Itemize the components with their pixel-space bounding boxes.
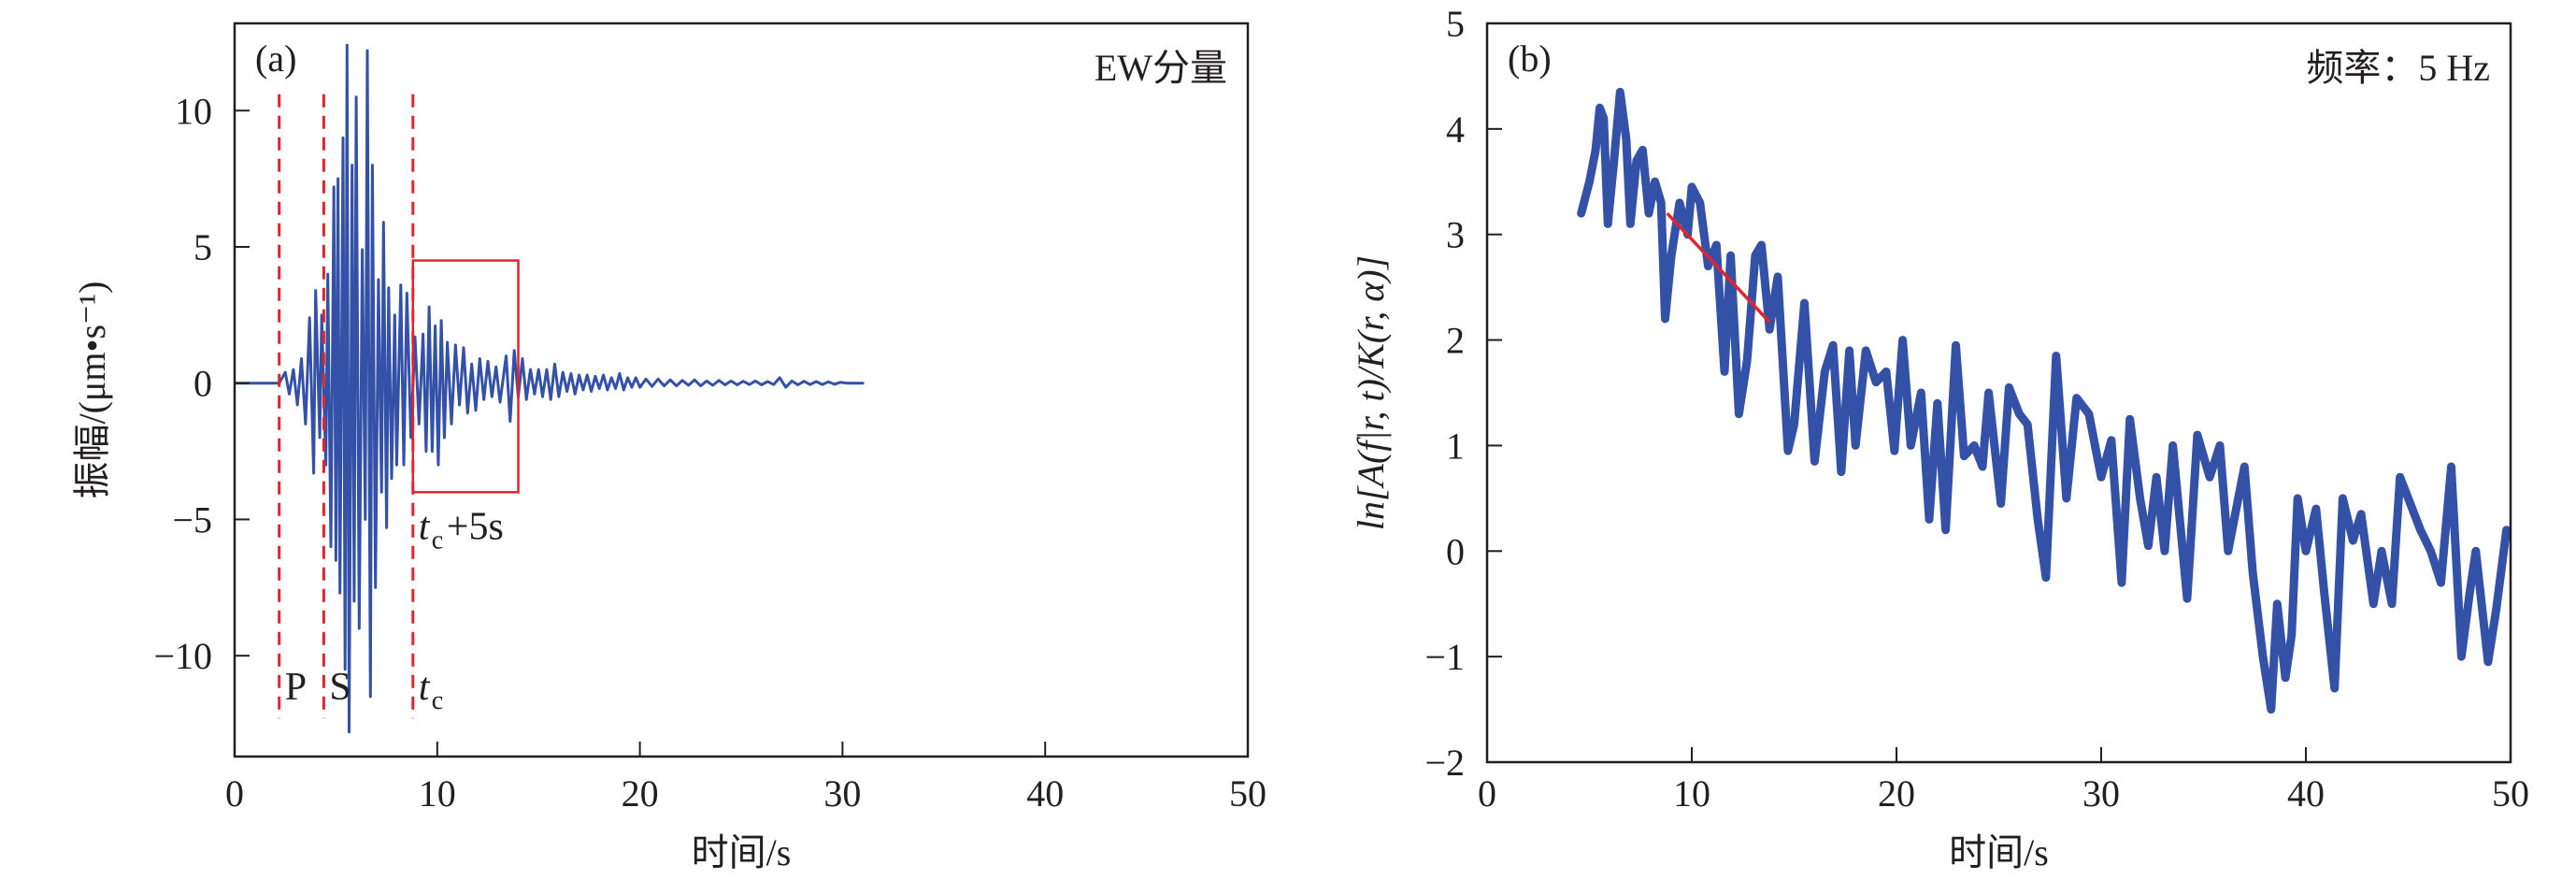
y-tick-label: 3 (1446, 214, 1465, 256)
phase-marker-subscript: c (432, 686, 443, 715)
x-tick-label: 50 (2492, 772, 2529, 815)
fit-line (1666, 211, 1771, 324)
phase-marker-label: S (329, 666, 351, 709)
x-tick-label: 10 (1673, 772, 1710, 815)
phase-marker-label: t (419, 666, 431, 709)
x-tick-label: 0 (1478, 772, 1496, 815)
x-tick-label: 30 (2082, 772, 2120, 815)
window-label-t: t (419, 505, 431, 548)
x-tick-label: 50 (1229, 772, 1267, 815)
y-tick-label: 5 (193, 226, 212, 268)
axes-frame (1485, 22, 2512, 764)
x-tick-label: 40 (2287, 772, 2325, 815)
y-tick-label: −5 (172, 498, 212, 541)
panel-label: (b) (1508, 37, 1552, 79)
window-box (411, 259, 520, 494)
y-tick-label: 0 (193, 363, 212, 405)
phase-marker-label: P (285, 666, 307, 709)
x-tick-label: 20 (1878, 772, 1915, 815)
x-tick-label: 40 (1026, 772, 1064, 815)
x-axis-label: 时间/s (1949, 831, 2049, 873)
y-axis-label: 振幅/(μm•s⁻¹) (71, 281, 113, 499)
y-tick-label: 4 (1446, 108, 1465, 151)
window-label-rest: +5s (447, 505, 504, 548)
series-line (1577, 87, 2511, 714)
x-tick-label: 30 (823, 772, 861, 815)
x-tick-label: 10 (419, 772, 456, 815)
x-axis-label: 时间/s (692, 831, 792, 873)
panel-label: (a) (255, 37, 296, 79)
series-line (235, 43, 865, 734)
panel-annotation: EW分量 (1095, 47, 1227, 89)
y-tick-label: 1 (1446, 425, 1465, 467)
y-tick-label: 0 (1446, 530, 1465, 572)
y-tick-label: −2 (1424, 742, 1465, 784)
y-axis-label: ln[A(f|r, t)/K(r, α)] (1350, 255, 1392, 530)
y-tick-label: −10 (153, 635, 212, 677)
y-tick-label: 5 (1446, 3, 1465, 45)
y-tick-label: −1 (1424, 636, 1465, 678)
x-tick-label: 20 (622, 772, 659, 815)
window-label-sub: c (432, 526, 443, 555)
axes-frame (233, 22, 1250, 758)
y-tick-label: 2 (1446, 320, 1465, 362)
y-tick-label: 10 (175, 90, 212, 132)
x-tick-label: 0 (225, 772, 244, 815)
panel-annotation: 频率：5 Hz (2306, 47, 2490, 89)
